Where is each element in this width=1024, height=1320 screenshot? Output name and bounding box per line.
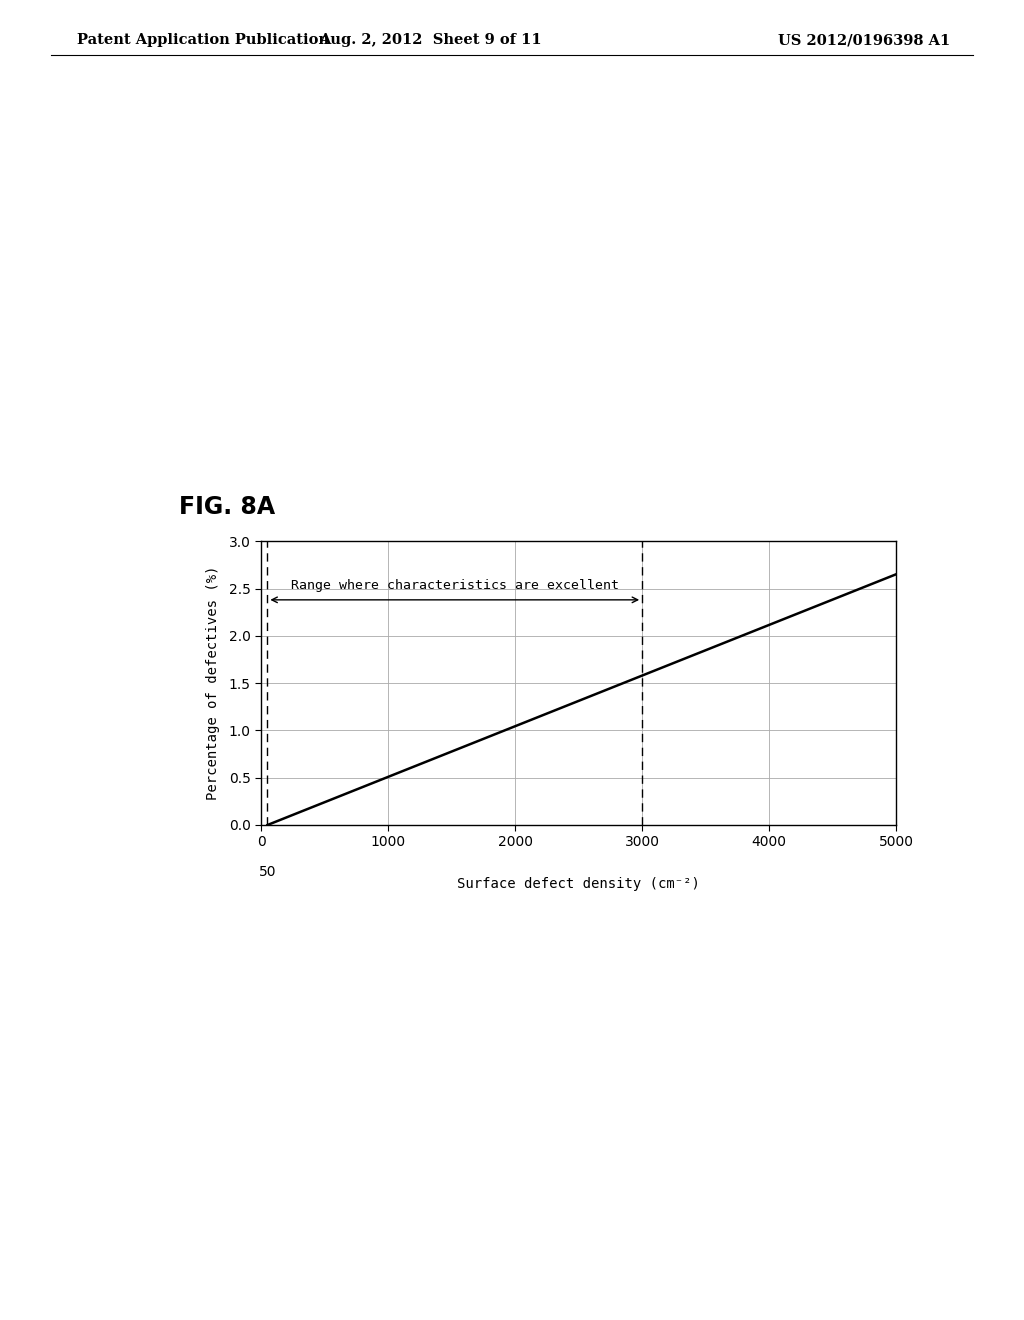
Text: Range where characteristics are excellent: Range where characteristics are excellen…: [292, 579, 620, 593]
X-axis label: Surface defect density (cm⁻²): Surface defect density (cm⁻²): [457, 878, 700, 891]
Text: US 2012/0196398 A1: US 2012/0196398 A1: [778, 33, 950, 48]
Text: Patent Application Publication: Patent Application Publication: [77, 33, 329, 48]
Y-axis label: Percentage of defectives (%): Percentage of defectives (%): [207, 566, 220, 800]
Text: FIG. 8A: FIG. 8A: [179, 495, 275, 519]
Text: 50: 50: [259, 865, 276, 879]
Text: Aug. 2, 2012  Sheet 9 of 11: Aug. 2, 2012 Sheet 9 of 11: [318, 33, 542, 48]
